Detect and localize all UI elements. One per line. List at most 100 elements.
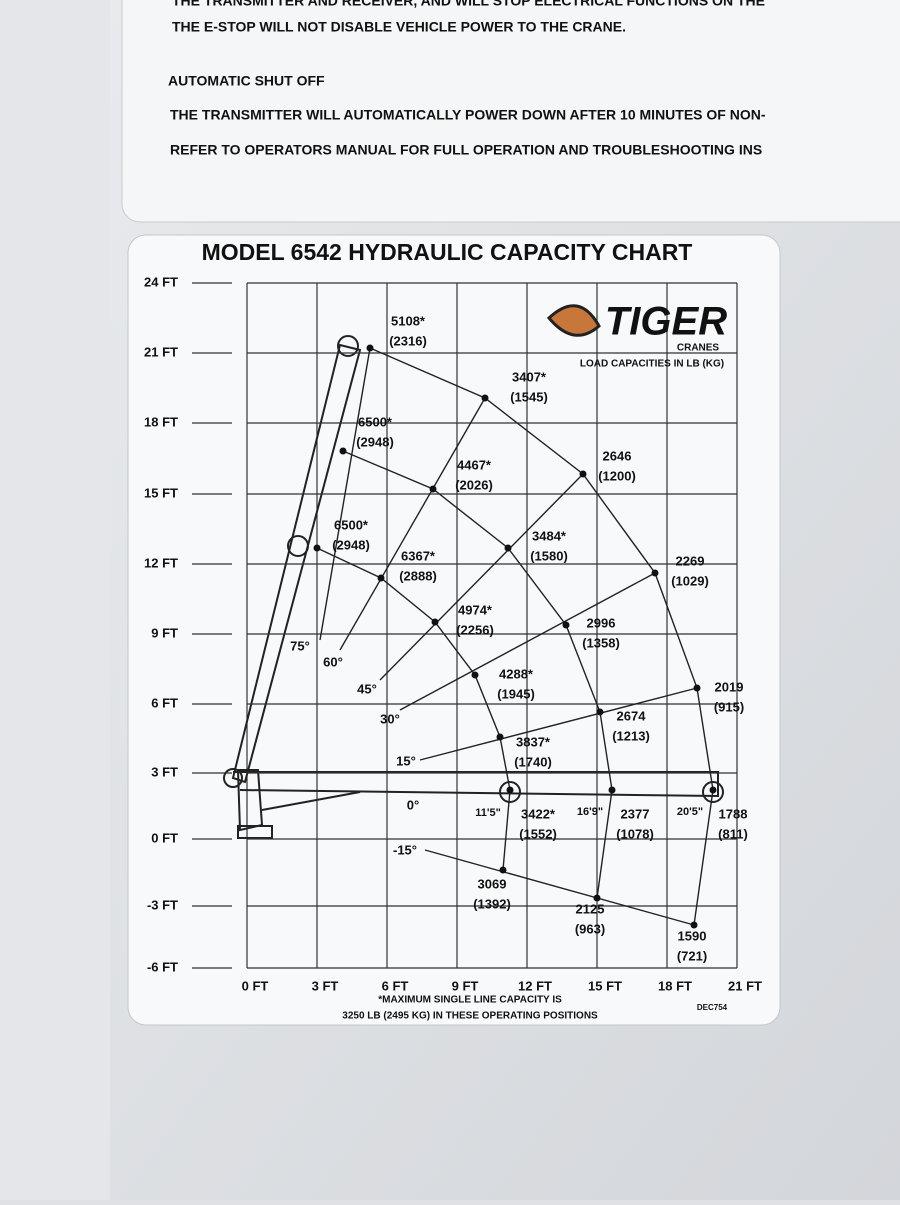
load-kg: (963) (575, 921, 605, 936)
load-lb: 2646 (603, 448, 632, 463)
load-point (481, 394, 489, 402)
load-point (313, 544, 321, 552)
notice-line: THE E-STOP WILL NOT DISABLE VEHICLE POWE… (172, 19, 626, 35)
angle-label: 30° (380, 711, 400, 726)
load-point (506, 786, 514, 794)
load-point (562, 621, 570, 629)
load-point (709, 786, 717, 794)
x-label: 3 FT (312, 978, 339, 993)
load-lb: 6500* (334, 517, 369, 532)
load-lb: 3422* (521, 806, 556, 821)
load-kg: (1213) (612, 728, 650, 743)
capacity-curve (339, 397, 486, 651)
load-point (504, 544, 512, 552)
pivot (223, 768, 243, 788)
load-point (377, 574, 385, 582)
load-kg: (2316) (389, 333, 427, 348)
load-kg: (1078) (616, 826, 654, 841)
load-kg: (1392) (473, 896, 511, 911)
load-lb: 1590 (678, 928, 707, 943)
load-lb: 1788 (719, 806, 748, 821)
units-note: LOAD CAPACITIES IN LB (KG) (580, 359, 724, 370)
load-kg: (1200) (598, 468, 636, 483)
load-lb: 2125 (576, 901, 605, 916)
door-edge (0, 0, 110, 1200)
load-kg: (2256) (456, 622, 494, 637)
load-point (593, 894, 601, 902)
load-kg: (721) (677, 948, 707, 963)
load-lb: 6500* (358, 414, 393, 429)
chart-panel (127, 234, 781, 1026)
load-point (431, 618, 439, 626)
load-point (690, 921, 698, 929)
notice-line: THE TRANSMITTER AND RECEIVER, AND WILL S… (172, 0, 765, 9)
notice-line: AUTOMATIC SHUT OFF (168, 73, 325, 89)
load-lb: 2996 (587, 615, 616, 630)
load-kg: (2948) (356, 434, 394, 449)
load-point (596, 708, 604, 716)
load-lb: 2269 (676, 553, 705, 568)
reach-label: 11'5" (475, 807, 501, 819)
load-kg: (1029) (671, 573, 709, 588)
load-kg: (1945) (497, 686, 535, 701)
load-lb: 3837* (516, 734, 551, 749)
angle-label: 75° (290, 638, 310, 653)
sheave (702, 781, 724, 803)
load-point (651, 569, 659, 577)
cylinder (261, 791, 361, 811)
angle-label: 0° (407, 797, 419, 812)
y-label: 0 FT (151, 830, 178, 845)
x-label: 6 FT (382, 978, 409, 993)
load-lb: 3069 (478, 876, 507, 891)
load-kg: (2948) (332, 537, 370, 552)
capacity-curve (419, 687, 698, 761)
angle-label: 60° (323, 654, 343, 669)
notice-line: REFER TO OPERATORS MANUAL FOR FULL OPERA… (170, 142, 762, 158)
footnote: *MAXIMUM SINGLE LINE CAPACITY IS (378, 995, 562, 1006)
x-label: 15 FT (588, 978, 622, 993)
sheave (337, 335, 359, 357)
x-label: 21 FT (728, 978, 762, 993)
load-kg: (1580) (530, 548, 568, 563)
load-point (471, 671, 479, 679)
sheave (287, 535, 309, 557)
load-lb: 6367* (401, 548, 436, 563)
load-point (339, 447, 347, 455)
load-lb: 2019 (715, 679, 744, 694)
y-label: 18 FT (144, 414, 178, 429)
capacity-curve (379, 473, 584, 681)
y-label: 12 FT (144, 555, 178, 570)
load-kg: (2888) (399, 568, 437, 583)
load-lb: 4288* (499, 666, 534, 681)
load-kg: (1552) (519, 826, 557, 841)
y-label: 24 FT (144, 274, 178, 289)
load-point (579, 470, 587, 478)
load-kg: (915) (714, 699, 744, 714)
y-label: 15 FT (144, 485, 178, 500)
y-label: 6 FT (151, 695, 178, 710)
notice-line: THE TRANSMITTER WILL AUTOMATICALLY POWER… (170, 107, 766, 123)
angle-label: 45° (357, 681, 377, 696)
load-point (429, 485, 437, 493)
load-kg: (811) (718, 826, 748, 841)
y-label: -3 FT (147, 897, 178, 912)
x-label: 12 FT (518, 978, 552, 993)
load-lb: 5108* (391, 313, 426, 328)
y-label: -6 FT (147, 959, 178, 974)
load-kg: (1358) (582, 635, 620, 650)
load-point (366, 344, 374, 352)
load-point (693, 684, 701, 692)
crane-drawing (223, 335, 724, 839)
angle-label: 15° (396, 753, 416, 768)
load-point (499, 866, 507, 874)
load-point (608, 786, 616, 794)
x-label: 9 FT (452, 978, 479, 993)
load-lb: 4974* (458, 602, 493, 617)
angle-label: -15° (393, 842, 417, 857)
reach-label: 20'5" (677, 806, 703, 818)
load-kg: (1545) (510, 389, 548, 404)
sheave (499, 781, 521, 803)
load-kg: (2026) (455, 477, 493, 492)
